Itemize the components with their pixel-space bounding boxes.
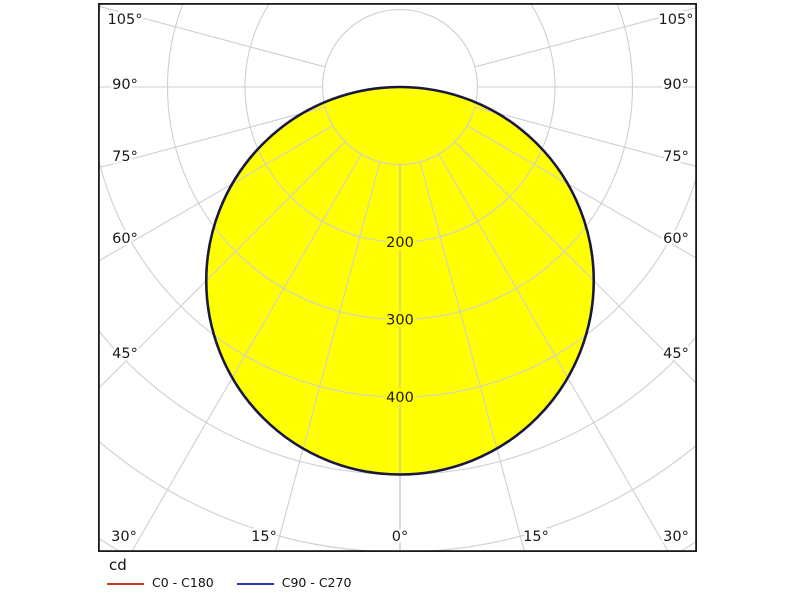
angle-tick-label-left: 60° — [112, 231, 138, 247]
angle-tick-label-right: 45° — [663, 346, 689, 362]
angle-tick-label-right: 75° — [663, 149, 689, 165]
grid-ray — [438, 153, 670, 552]
grid-ray — [130, 153, 362, 552]
angle-tick-label-bottom: 15° — [251, 529, 277, 545]
grid-ray — [474, 106, 697, 168]
radial-tick-label: 300 — [386, 313, 414, 329]
legend-label-c0-c180: C0 - C180 — [152, 575, 214, 591]
angle-tick-label-left: 45° — [112, 346, 138, 362]
grid-ray — [474, 6, 697, 68]
grid-ray — [98, 125, 334, 262]
polar-plot: 105° 105° 90° 90° 75° 75° 60° 60° 45° 45° 30° 15° 0°… — [98, 3, 698, 553]
distribution-outline — [204, 85, 596, 476]
angle-tick-label-bottom: 30° — [111, 529, 137, 545]
angle-tick-label-left: 75° — [112, 149, 138, 165]
grid-ray — [98, 106, 326, 169]
legend-unit-label: cd — [109, 556, 127, 574]
angle-tick-label-bottom: 15° — [523, 529, 549, 545]
grid-ray — [274, 161, 381, 552]
angle-tick-label-left: 90° — [112, 77, 138, 93]
grid-ray — [466, 125, 697, 260]
angle-tick-label-right: 105° — [659, 12, 694, 28]
legend-row: C0 - C180 C90 - C270 — [107, 577, 374, 591]
angle-tick-label-right: 60° — [663, 231, 689, 247]
angle-tick-label-left: 105° — [108, 12, 143, 28]
grid-ray — [98, 141, 346, 390]
radial-tick-label: 200 — [386, 235, 414, 251]
legend: cd C0 - C180 C90 - C270 — [107, 557, 374, 591]
grid-ray — [98, 5, 326, 68]
legend-label-c90-c270: C90 - C270 — [281, 575, 352, 591]
legend-line-c0-c180-icon — [107, 582, 144, 585]
grid-ray — [454, 141, 697, 385]
grid-ray — [419, 161, 526, 552]
plot-frame — [98, 3, 698, 553]
legend-line-c90-c270-icon — [236, 582, 274, 585]
radial-tick-label: 400 — [386, 390, 414, 406]
angle-tick-label-bottom: 0° — [392, 529, 408, 545]
angle-tick-label-bottom: 30° — [663, 529, 689, 545]
angle-tick-label-right: 90° — [663, 77, 689, 93]
plot-area — [98, 3, 697, 552]
